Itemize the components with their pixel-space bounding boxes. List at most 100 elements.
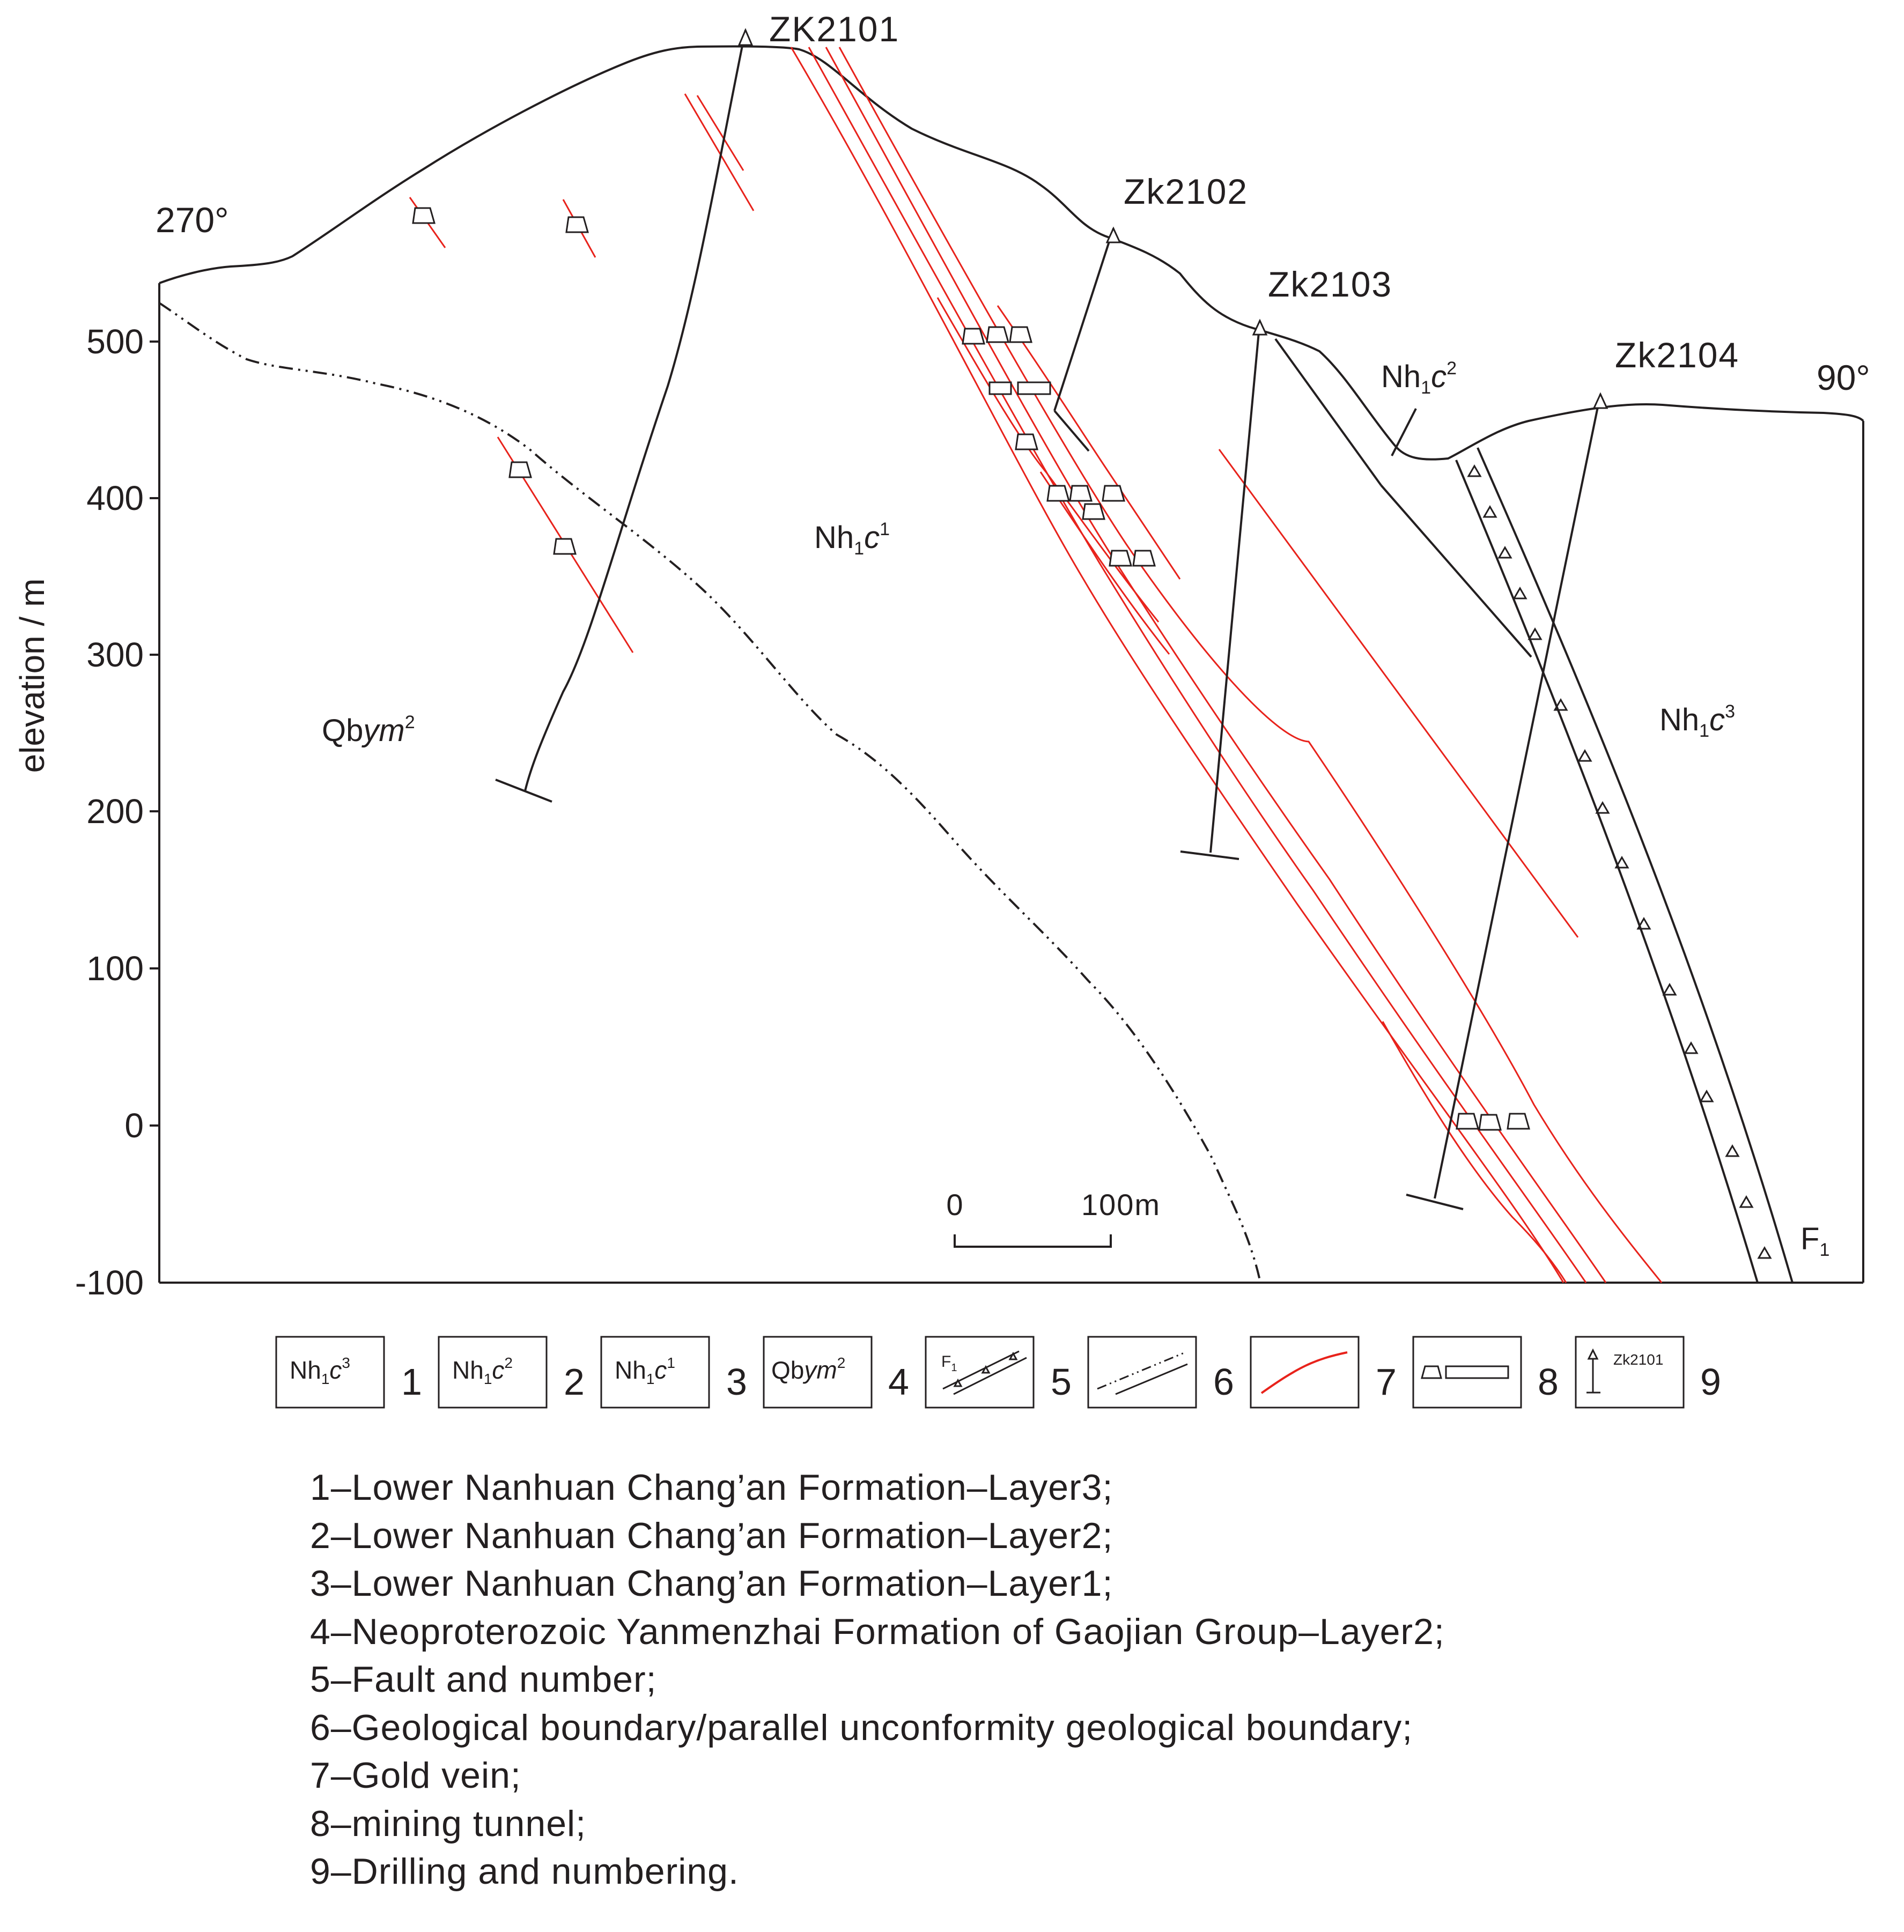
legend-note: 6–Geological boundary/parallel unconform… — [310, 1707, 1413, 1748]
fault-f1 — [1455, 447, 1794, 1283]
tunnel-portal — [1009, 326, 1032, 343]
tunnel-drift — [988, 381, 1012, 395]
legend-number: 7 — [1376, 1361, 1397, 1403]
legend-number: 3 — [726, 1361, 747, 1403]
tunnel-portal — [412, 207, 436, 224]
unit-label-nh1c3: Nh1c3 — [1659, 701, 1735, 741]
y-tick-label: 400 — [86, 479, 144, 517]
fault-sub: 1 — [1819, 1240, 1829, 1260]
unit-base: Nh — [1381, 359, 1421, 394]
scale-bar-start: 0 — [946, 1188, 963, 1222]
unit-sup: 2 — [405, 712, 415, 732]
unit-label-qbym2: Qbym2 — [322, 712, 415, 748]
tunnel-portal — [1456, 1113, 1479, 1130]
unit-base: Nh — [1659, 702, 1699, 737]
legend-number: 8 — [1538, 1361, 1559, 1403]
unit-sup: 1 — [880, 519, 890, 539]
legend-number: 6 — [1213, 1361, 1234, 1403]
legend-symbol-nh1c1: Nh1c1 — [615, 1354, 675, 1387]
legend-note: 2–Lower Nanhuan Chang’an Formation–Layer… — [310, 1515, 1113, 1556]
y-tick-label: 0 — [124, 1106, 144, 1145]
legend-drill-label: Zk2101 — [1613, 1351, 1663, 1368]
legend-symbol-boundary — [1097, 1351, 1188, 1395]
tunnel-portal — [1082, 503, 1105, 520]
tunnel-portal — [553, 538, 577, 555]
legend-symbol-nh1c3: Nh1c3 — [290, 1354, 350, 1387]
legend-symbol-fault: F1 — [941, 1350, 1027, 1395]
unit-sup: 2 — [837, 1354, 846, 1371]
y-axis-title: elevation / m — [13, 579, 51, 773]
unit-base: Qb — [771, 1356, 804, 1384]
y-tick-label: 300 — [86, 635, 144, 674]
unit-italic: c — [329, 1356, 342, 1384]
unit-sub: 1 — [646, 1371, 655, 1387]
unit-sup: 2 — [1447, 358, 1457, 379]
legend-symbol-tunnel — [1421, 1365, 1509, 1379]
orientation-east: 90° — [1817, 358, 1870, 397]
legend-number: 1 — [401, 1361, 422, 1403]
fault-label: F1 — [1800, 1222, 1829, 1260]
unit-base: Nh — [814, 520, 854, 555]
unit-base: Qb — [322, 713, 363, 748]
tunnel-portal — [1069, 485, 1093, 502]
unit-italic: ym — [361, 713, 404, 748]
tunnel-portal — [962, 328, 985, 345]
unit-italic: c — [654, 1356, 667, 1384]
y-tick-label: 500 — [86, 322, 144, 361]
geological-boundaries — [1274, 338, 1532, 658]
tunnel-portal — [1046, 485, 1070, 502]
unit-sup: 1 — [667, 1354, 675, 1371]
legend-symbol-drill: Zk2101 — [1586, 1348, 1663, 1394]
drill-hole-zk2101 — [495, 28, 754, 803]
legend-number: 9 — [1700, 1361, 1721, 1403]
tunnel-portal — [1015, 433, 1038, 450]
drill-hole-zk2103 — [1180, 319, 1268, 860]
drill-hole-zk2104 — [1406, 392, 1608, 1210]
fault-base: F — [941, 1353, 951, 1371]
tunnel-portal — [1102, 485, 1125, 502]
y-tick-label: 200 — [86, 792, 144, 831]
y-axis: 500 400 300 200 100 0 -100 elevation / m — [13, 322, 159, 1302]
tunnel-portal — [508, 461, 532, 478]
section-frame — [158, 283, 1864, 1284]
legend-note: 7–Gold vein; — [310, 1755, 521, 1796]
unit-base: Nh — [452, 1356, 484, 1384]
drill-hole-zk2102 — [1053, 226, 1121, 452]
drill-hole-label: Zk2102 — [1124, 172, 1248, 211]
tunnel-portal — [986, 326, 1009, 343]
legend-notes: 1–Lower Nanhuan Chang’an Formation–Layer… — [310, 1464, 1445, 1896]
unit-label-nh1c2: Nh1c2 — [1381, 358, 1457, 398]
drill-hole-label: Zk2104 — [1615, 335, 1739, 375]
scale-bar: 0 100m — [946, 1188, 1160, 1248]
legend-note: 3–Lower Nanhuan Chang’an Formation–Layer… — [310, 1563, 1113, 1604]
drill-hole-label: Zk2103 — [1268, 264, 1392, 304]
drill-holes — [495, 28, 1608, 1210]
unit-italic: c — [1431, 359, 1447, 394]
legend-symbol-gold-vein — [1260, 1351, 1348, 1394]
fault-sub: 1 — [951, 1362, 957, 1374]
unit-sub: 1 — [321, 1371, 330, 1387]
unit-italic: c — [864, 520, 880, 555]
orientation-west: 270° — [156, 200, 229, 240]
legend-symbol-nh1c2: Nh1c2 — [452, 1354, 513, 1387]
y-tick-label: -100 — [75, 1263, 144, 1302]
legend-number: 2 — [564, 1361, 585, 1403]
tunnel-portal — [1478, 1114, 1502, 1131]
unit-sup: 2 — [504, 1354, 513, 1371]
unit-sup: 3 — [1725, 701, 1735, 722]
legend-note: 1–Lower Nanhuan Chang’an Formation–Layer… — [310, 1467, 1113, 1508]
drill-hole-label: ZK2101 — [769, 9, 899, 49]
y-tick-label: 100 — [86, 949, 144, 988]
unit-base: Nh — [290, 1356, 321, 1384]
mining-tunnels — [412, 207, 1530, 1131]
legend-note: 5–Fault and number; — [310, 1659, 657, 1700]
unit-sub: 1 — [854, 538, 864, 559]
legend-symbol-qbym2: Qbym2 — [771, 1354, 845, 1384]
unit-label-nh1c1: Nh1c1 — [814, 519, 890, 559]
legend-note: 9–Drilling and numbering. — [310, 1851, 739, 1892]
unit-sub: 1 — [484, 1371, 492, 1387]
legend-number: 5 — [1051, 1361, 1072, 1403]
fault-base: F — [1800, 1222, 1819, 1256]
unit-italic: ym — [802, 1356, 837, 1384]
